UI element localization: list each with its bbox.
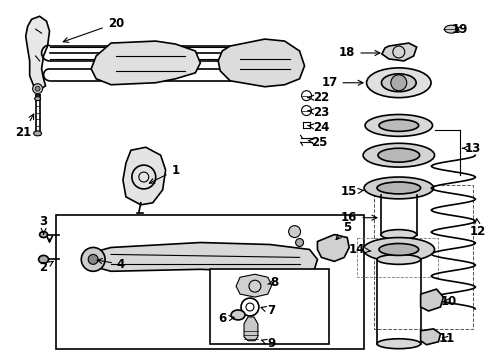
Text: 21: 21: [16, 114, 34, 139]
Ellipse shape: [365, 114, 433, 136]
Circle shape: [88, 255, 98, 264]
Text: 6: 6: [218, 312, 234, 325]
Ellipse shape: [40, 231, 48, 238]
Polygon shape: [25, 16, 49, 89]
Text: 18: 18: [339, 46, 380, 59]
Text: 23: 23: [308, 106, 330, 119]
Polygon shape: [318, 235, 349, 261]
Text: 11: 11: [439, 332, 455, 345]
Text: 5: 5: [336, 221, 351, 239]
Polygon shape: [89, 243, 318, 274]
Text: 7: 7: [261, 305, 276, 318]
Text: 17: 17: [321, 76, 363, 89]
Ellipse shape: [381, 74, 416, 92]
Ellipse shape: [34, 131, 42, 136]
Circle shape: [35, 86, 40, 91]
Text: 22: 22: [308, 91, 330, 104]
Ellipse shape: [231, 310, 245, 320]
Ellipse shape: [377, 339, 420, 349]
Text: 1: 1: [149, 163, 180, 183]
Text: 20: 20: [63, 17, 124, 42]
Ellipse shape: [379, 243, 418, 255]
Text: 4: 4: [97, 258, 125, 271]
Text: 12: 12: [470, 219, 486, 238]
Text: 16: 16: [341, 211, 377, 224]
Text: 10: 10: [441, 294, 457, 307]
Text: 24: 24: [308, 121, 330, 134]
Ellipse shape: [364, 177, 434, 199]
Text: 8: 8: [268, 276, 279, 289]
Ellipse shape: [381, 230, 416, 239]
Bar: [210, 269, 329, 344]
Ellipse shape: [377, 182, 420, 194]
Polygon shape: [91, 41, 200, 85]
Polygon shape: [382, 43, 416, 61]
Text: 2: 2: [40, 261, 53, 274]
Polygon shape: [123, 147, 166, 205]
Ellipse shape: [367, 68, 431, 98]
Ellipse shape: [377, 255, 420, 264]
Ellipse shape: [378, 148, 419, 162]
Polygon shape: [420, 329, 441, 345]
Ellipse shape: [35, 96, 41, 100]
Polygon shape: [420, 289, 443, 311]
Ellipse shape: [444, 25, 458, 33]
Ellipse shape: [363, 238, 435, 261]
Bar: [56, 215, 364, 349]
Bar: [374, 185, 473, 329]
Text: 15: 15: [341, 185, 363, 198]
Text: 13: 13: [463, 142, 481, 155]
Polygon shape: [218, 39, 305, 87]
Circle shape: [81, 247, 105, 271]
Circle shape: [295, 239, 303, 247]
Text: 25: 25: [308, 136, 328, 149]
Bar: [357, 238, 439, 277]
Ellipse shape: [363, 143, 435, 167]
Text: 19: 19: [452, 23, 468, 36]
Polygon shape: [236, 274, 272, 297]
Text: 9: 9: [262, 337, 276, 350]
Ellipse shape: [379, 120, 418, 131]
Ellipse shape: [39, 255, 49, 264]
Circle shape: [33, 84, 43, 94]
Circle shape: [391, 75, 407, 91]
Text: 3: 3: [40, 215, 48, 234]
Circle shape: [289, 226, 300, 238]
Text: 14: 14: [349, 243, 371, 256]
Polygon shape: [244, 317, 258, 341]
